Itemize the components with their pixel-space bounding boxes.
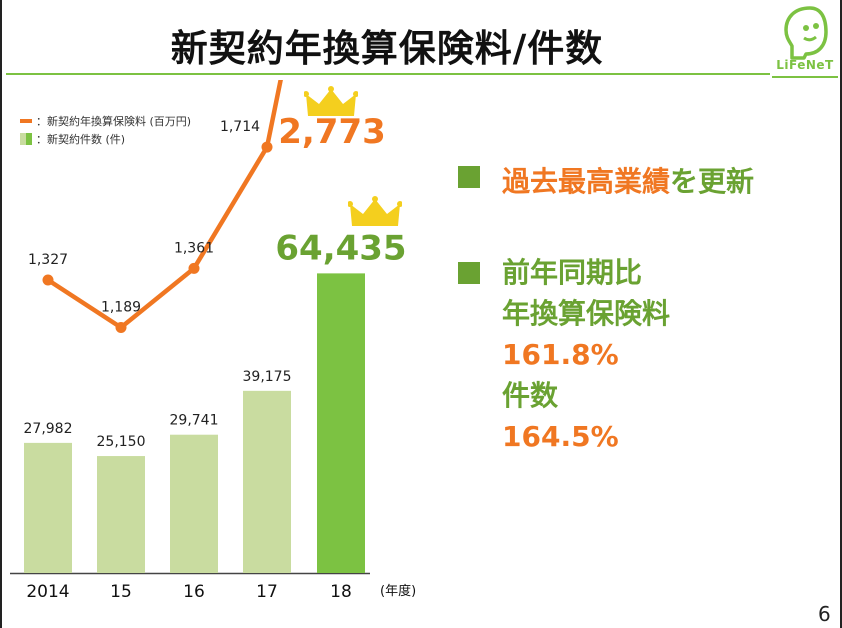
- line-point-16: [188, 262, 200, 274]
- chart-legend: ：新契約年換算保険料 (百万円) ：新契約件数 (件): [20, 112, 191, 148]
- yoy-premium-label: 年換算保険料: [502, 297, 671, 330]
- x-axis-unit-label: (年度): [380, 583, 416, 599]
- line-point-2014: [42, 274, 54, 286]
- yoy-count-label: 件数: [502, 379, 559, 412]
- bar-label-16: 29,741: [170, 413, 219, 429]
- bar-label-17: 39,175: [243, 369, 292, 385]
- yoy-count-value: 164.5%: [502, 420, 619, 453]
- bullet-square: [458, 166, 480, 188]
- bar-label-2014: 27,982: [24, 421, 73, 437]
- title-divider: [6, 73, 770, 75]
- x-tick-2014: 2014: [26, 582, 69, 602]
- bar-label-15: 25,150: [97, 434, 146, 450]
- page-number: 6: [818, 602, 831, 626]
- bullet-square: [458, 262, 480, 284]
- point-record-text: 過去最高業績を更新: [502, 160, 754, 200]
- bar-17: [243, 390, 291, 573]
- lifenet-logo-icon: [784, 6, 828, 60]
- legend-item-bar: ：新契約件数 (件): [20, 130, 191, 148]
- line-label-18: 2,773: [278, 112, 386, 152]
- line-label-15: 1,189: [101, 299, 141, 315]
- yoy-premium-value: 161.8%: [502, 338, 619, 371]
- legend-bar-label: ：新契約件数 (件): [36, 133, 126, 146]
- x-tick-16: 16: [183, 582, 205, 602]
- bar-label-18: 64,435: [275, 228, 406, 268]
- chart: 27,982 2014 25,150 15 29,741 16 39,175 17 64,435…: [10, 80, 416, 602]
- yoy-heading: 前年同期比: [502, 256, 643, 289]
- crown-icon-count: [348, 196, 402, 226]
- key-points: 過去最高業績を更新 前年同期比 年換算保険料 161.8% 件数 164.5%: [458, 160, 754, 457]
- line-label-2014: 1,327: [28, 252, 68, 268]
- line-point-17: [261, 141, 273, 153]
- point-record: 過去最高業績を更新: [458, 160, 754, 200]
- legend-bar-swatch: [20, 133, 32, 145]
- page-title: 新契約年換算保険料/件数: [170, 27, 604, 70]
- logo-text: LiFeNeT: [776, 58, 834, 72]
- line-label-17: 1,714: [220, 119, 260, 135]
- bar-18: [317, 273, 365, 573]
- legend-line-swatch: [20, 119, 32, 123]
- legend-item-line: ：新契約年換算保険料 (百万円): [20, 112, 191, 130]
- bar-15: [97, 456, 145, 573]
- x-tick-18: 18: [330, 582, 352, 602]
- line-label-16: 1,361: [174, 240, 214, 256]
- bar-16: [170, 434, 218, 573]
- x-tick-17: 17: [256, 582, 278, 602]
- crown-icon-premium: [304, 86, 358, 116]
- bar-2014: [24, 442, 72, 573]
- point-yoy-lines: 前年同期比 年換算保険料 161.8% 件数 164.5%: [502, 252, 670, 457]
- legend-line-label: ：新契約年換算保険料 (百万円): [36, 115, 192, 128]
- point-yoy: 前年同期比 年換算保険料 161.8% 件数 164.5%: [458, 256, 754, 457]
- point-record-highlight: 過去最高業績: [502, 165, 671, 198]
- line-point-15: [115, 321, 127, 333]
- logo-divider: [772, 76, 838, 78]
- x-tick-15: 15: [110, 582, 132, 602]
- point-record-rest: を更新: [670, 165, 755, 198]
